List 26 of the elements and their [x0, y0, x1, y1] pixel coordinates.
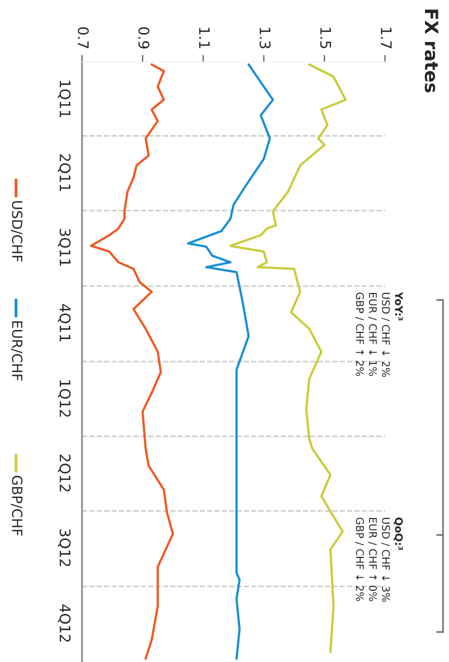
- y-tick-label: 2Q12: [58, 454, 71, 492]
- annotation: GBP / CHF ↓ 2%: [355, 518, 364, 602]
- x-tick-label: 0.9: [138, 27, 150, 48]
- annotation: EUR / CHF ↓ 1%: [368, 293, 377, 376]
- x-tick-label: 1.1: [199, 28, 210, 48]
- text: FX rates: [424, 10, 438, 92]
- legend-label: USD/CHF: [10, 201, 22, 262]
- legend-label: EUR/CHF: [10, 321, 22, 381]
- x-tick-label: 1.5: [320, 28, 332, 48]
- text: QoQ:³: [394, 518, 403, 550]
- annotation: EUR / CHF ↑ 0%: [368, 518, 377, 601]
- x-tick-label: 1.3: [260, 28, 271, 48]
- annotation: USD / CHF ↓ 3%: [381, 518, 390, 602]
- y-tick-label: 4Q11: [58, 304, 71, 342]
- annotation: GBP / CHF ↑ 2%: [355, 292, 364, 376]
- legend-label: GBP/CHF: [10, 476, 22, 536]
- y-tick-label: 1Q11: [58, 80, 71, 118]
- x-tick-label: 1.7: [380, 28, 392, 48]
- y-tick-label: 2Q11: [58, 154, 71, 192]
- y-tick-label: 4Q12: [58, 604, 71, 642]
- x-tick-label: 0.7: [78, 27, 89, 48]
- y-tick-label: 3Q12: [58, 529, 71, 566]
- annotation: USD / CHF ↓ 2%: [381, 292, 390, 377]
- text: YoY:³: [394, 292, 403, 321]
- y-tick-label: 1Q12: [58, 380, 71, 417]
- y-tick-label: 3Q11: [58, 228, 71, 266]
